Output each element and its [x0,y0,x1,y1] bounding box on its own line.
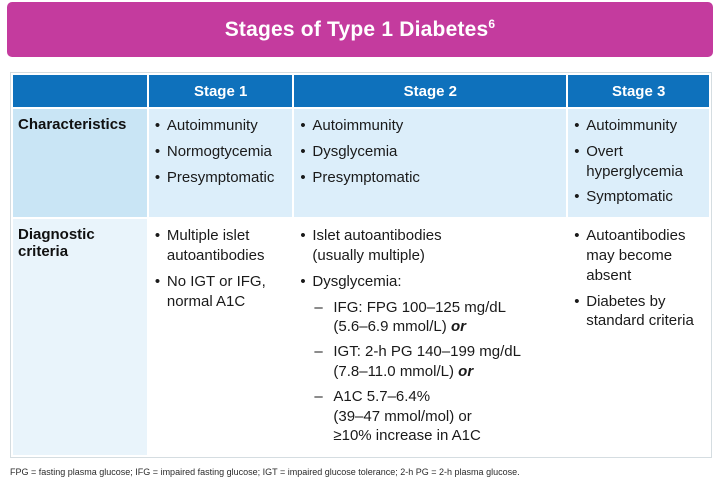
abbreviations-footnote: FPG = fasting plasma glucose; IFG = impa… [10,467,520,477]
or-emphasis: or [458,362,474,380]
bullet-item: • Presymptomatic [300,168,562,188]
sub-item-text: A1C 5.7–6.4% (39–47 mmol/mol) or ≥10% incr… [333,387,562,446]
bullet-item: • Islet autoantibodies (usually multiple) [300,226,562,266]
bullet-icon: • [154,142,161,160]
title-banner: Stages of Type 1 Diabetes6 [7,2,713,57]
cell-characteristics-stage-2: • Autoimmunity • Dysglycemia • Presymptomat… [294,109,567,218]
sub-item-line-text: (7.8–11.0 mmol/L) [333,362,454,380]
bullet-item: • Dysglycemia: [300,272,562,292]
bullet-text: Autoimmunity [586,117,678,134]
table-body: Characteristics • Autoimmunity • Normogtyc… [13,109,709,456]
sub-item-line: ≥10% increase in A1C [333,427,481,445]
bullet-item: • Overt hyperglycemia [574,142,705,182]
dash-sub-item: – IFG: FPG 100–125 mg/dL (5.6–6.9 mmol/L) … [314,298,562,338]
bullet-text: Dysglycemia: [312,272,402,290]
bullet-item: • Autoimmunity [155,116,289,136]
sub-item-line: A1C 5.7–6.4% [333,387,431,405]
bullet-icon: • [300,117,306,134]
bullet-text: Autoantibodies may become absent [586,227,686,284]
dash-icon: – [314,343,323,361]
cell-diagnostic-stage-3: • Autoantibodies may become absent • Diabe… [568,219,709,456]
stages-table-container: Stage 1 Stage 2 Stage 3 Characteristics … [10,72,712,459]
bullet-item: • Diabetes by standard criteria [574,292,705,332]
bullet-text: Symptomatic [586,188,673,206]
row-diagnostic-criteria: Diagnostic criteria • Multiple islet auto… [13,219,709,456]
bullet-text: Overt hyperglycemia [586,142,683,180]
bullet-text: Presymptomatic [312,168,420,186]
bullet-text: Dysglycemia [312,142,398,160]
bullet-icon: • [300,142,306,160]
dash-icon: – [314,387,323,405]
column-header-stage-3: Stage 3 [568,75,709,107]
bullet-item: • Dysglycemia [300,142,562,162]
cell-diagnostic-stage-2: • Islet autoantibodies (usually multiple) … [294,219,567,456]
sub-item-line: (39–47 mmol/mol) or [333,407,472,425]
bullet-text: Autoimmunity [166,117,258,134]
bullet-icon: • [574,227,580,245]
bullet-item: • Normogtycemia [155,142,289,162]
bullet-item: • Autoimmunity [300,116,562,136]
bullet-text: Multiple islet autoantibodies [166,227,265,264]
sub-item-line: (7.8–11.0 mmol/L) or [333,362,562,382]
row-characteristics: Characteristics • Autoimmunity • Normogtyc… [13,109,709,218]
sub-item-text: IGT: 2-h PG 140–199 mg/dL (7.8–11.0 mmol/… [333,342,562,382]
cell-diagnostic-stage-1: • Multiple islet autoantibodies • No IGT o… [148,219,293,456]
or-emphasis: or [450,318,466,336]
sub-item-text: IFG: FPG 100–125 mg/dL (5.6–6.9 mmol/L) o… [333,298,562,338]
bullet-text: Normogtycemia [166,142,272,160]
reference-superscript: 6 [488,16,496,31]
stages-table: Stage 1 Stage 2 Stage 3 Characteristics … [11,73,711,458]
page-title: Stages of Type 1 Diabetes6 [225,18,496,42]
sub-item-line: IFG: FPG 100–125 mg/dL [333,298,506,316]
sub-item-line: IGT: 2-h PG 140–199 mg/dL [333,343,521,361]
cell-characteristics-stage-1: • Autoimmunity • Normogtycemia • Presymptom… [148,109,293,218]
bullet-text: Islet autoantibodies (usually multiple) [312,226,562,266]
bullet-item: • Symptomatic [574,187,705,207]
column-header-stage-2: Stage 2 [294,75,567,107]
column-header-stage-1: Stage 1 [148,75,293,107]
bullet-item: • Presymptomatic [155,168,289,188]
bullet-item: • Multiple islet autoantibodies [155,226,289,266]
bullet-icon: • [300,227,306,245]
dash-icon: – [314,298,323,316]
bullet-icon: • [574,292,580,310]
column-header-empty [13,75,147,107]
row-label-characteristics: Characteristics [13,109,147,218]
bullet-icon: • [154,272,161,290]
bullet-text: No IGT or IFG, normal A1C [166,272,266,310]
bullet-icon: • [154,227,161,245]
bullet-text: Presymptomatic [166,168,275,186]
bullet-icon: • [154,117,161,134]
table-header: Stage 1 Stage 2 Stage 3 [13,75,709,107]
page-title-text: Stages of Type 1 Diabetes [224,17,489,41]
bullet-item: • Autoantibodies may become absent [574,226,705,285]
bullet-text: Autoimmunity [312,117,404,134]
dash-sub-item: – IGT: 2-h PG 140–199 mg/dL (7.8–11.0 mmol… [314,342,562,382]
bullet-icon: • [574,188,580,206]
sub-item-line: (5.6–6.9 mmol/L) or [333,317,562,337]
cell-characteristics-stage-3: • Autoimmunity • Overt hyperglycemia • Symp… [568,109,709,218]
bullet-icon: • [574,117,580,134]
bullet-line: (usually multiple) [312,246,425,264]
dash-sub-item: – A1C 5.7–6.4% (39–47 mmol/mol) or ≥10% inc… [314,387,562,446]
bullet-icon: • [300,168,306,186]
bullet-item: • No IGT or IFG, normal A1C [155,272,289,312]
row-label-diagnostic-criteria: Diagnostic criteria [13,219,147,456]
bullet-icon: • [154,168,161,186]
bullet-icon: • [574,142,580,160]
bullet-item: • Autoimmunity [574,116,705,136]
bullet-line: Islet autoantibodies [312,227,442,245]
sub-item-line-text: (5.6–6.9 mmol/L) [333,318,447,336]
header-row: Stage 1 Stage 2 Stage 3 [13,75,709,107]
bullet-text: Diabetes by standard criteria [586,292,694,330]
bullet-icon: • [300,272,306,290]
